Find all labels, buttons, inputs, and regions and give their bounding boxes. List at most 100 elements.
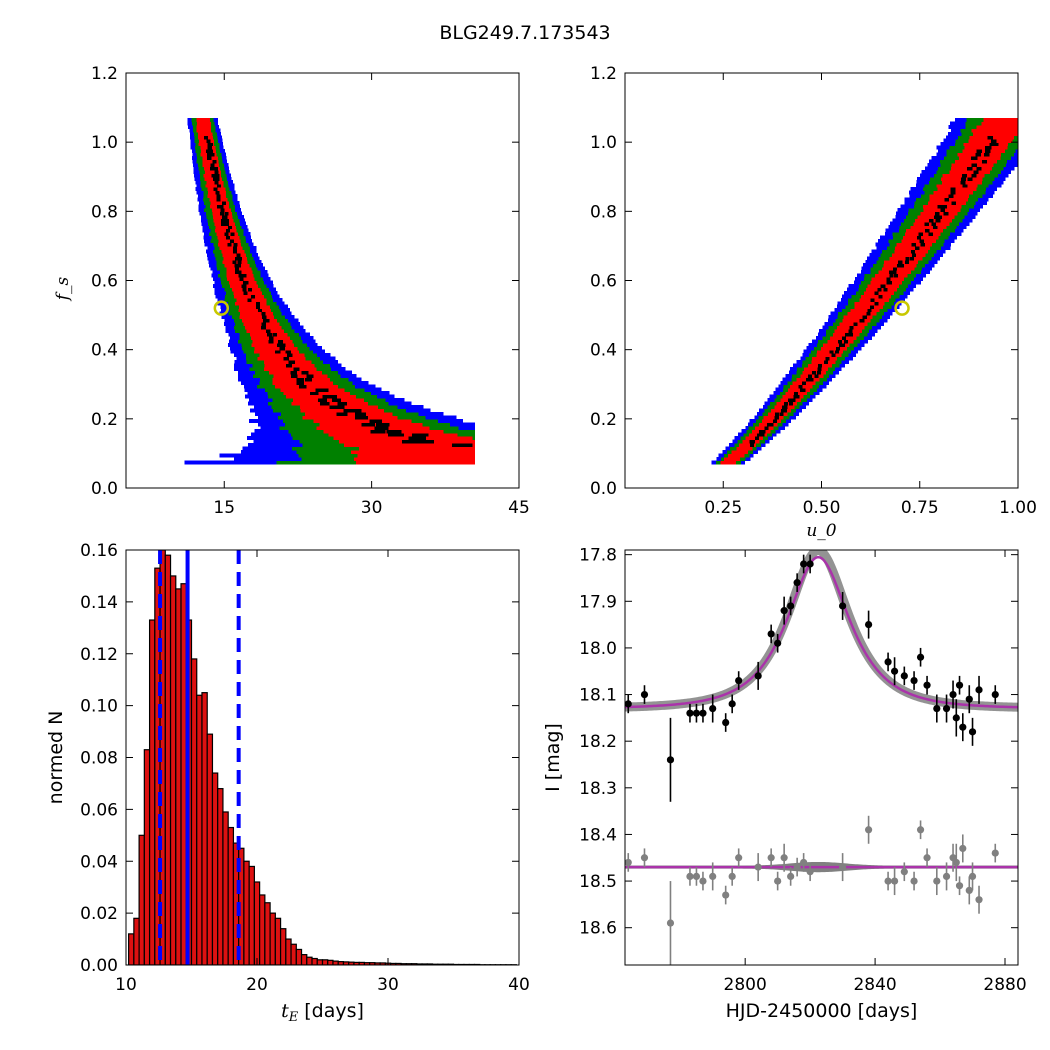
histogram-bar xyxy=(180,583,187,965)
sample-cell xyxy=(769,422,774,427)
sample-cell xyxy=(842,335,847,340)
sigma1-cell xyxy=(720,460,737,465)
sigma1-cell xyxy=(847,311,877,316)
sigma1-cell xyxy=(357,453,475,458)
sample-cell xyxy=(950,190,956,195)
histogram-bar xyxy=(327,959,334,965)
sample-cell xyxy=(924,228,930,233)
sample-cell xyxy=(962,183,968,188)
sample-cell xyxy=(219,204,224,209)
sample-cell xyxy=(217,204,222,209)
data-point xyxy=(900,672,908,680)
y-tick-label: 0.8 xyxy=(91,202,118,222)
sigma1-cell xyxy=(234,294,264,299)
sample-cell xyxy=(261,322,266,327)
sample-cell xyxy=(220,221,225,226)
sample-cell xyxy=(961,176,967,181)
y-tick-label: 0.6 xyxy=(590,272,617,292)
sample-cell xyxy=(336,411,348,416)
residual-point xyxy=(640,854,649,862)
sample-cell xyxy=(251,294,256,299)
data-point xyxy=(666,756,675,764)
sample-cell xyxy=(932,225,938,230)
sample-cell xyxy=(230,239,235,244)
sample-cell xyxy=(942,204,948,209)
sample-cell xyxy=(818,363,823,368)
sigma1-cell xyxy=(861,294,892,299)
x-tick-label: 1.00 xyxy=(999,498,1037,518)
panel-fs-vs-tE: 15 30 45 0.0 0.2 0.4 0.6 0.8 1.0 1.2 f_s xyxy=(53,64,530,518)
sample-cell xyxy=(318,398,328,403)
sigma1-cell xyxy=(788,387,811,392)
y-tick-label: 18.6 xyxy=(579,919,617,939)
sigma1-cell xyxy=(963,142,1009,147)
sample-cell xyxy=(207,145,212,150)
data-point xyxy=(975,686,983,694)
sample-cell xyxy=(215,190,220,195)
sample-cell xyxy=(774,415,779,420)
sigma1-cell xyxy=(745,436,764,441)
sample-cell xyxy=(401,439,421,444)
sample-cell xyxy=(310,391,319,396)
sample-cell xyxy=(791,398,796,403)
sigma1-cell xyxy=(302,415,398,420)
sigma1-cell xyxy=(736,446,753,451)
y-axis-label: normed N xyxy=(45,711,67,805)
sample-cell xyxy=(782,405,787,410)
sample-cell xyxy=(354,415,367,420)
sample-cell xyxy=(337,401,348,406)
sigma1-cell xyxy=(251,342,294,347)
sample-cell xyxy=(779,411,784,416)
x-axis-label: tE [days] xyxy=(281,1000,364,1025)
histogram-bar xyxy=(128,933,135,965)
sigma1-cell xyxy=(958,156,1001,161)
axes-frame xyxy=(125,549,520,966)
sample-cell xyxy=(783,401,788,406)
sigma1-cell xyxy=(226,266,252,271)
sample-cell xyxy=(899,263,904,268)
sample-cell xyxy=(948,194,954,199)
sample-cell xyxy=(961,173,968,178)
sample-cell xyxy=(290,373,298,378)
residual-point xyxy=(910,877,918,885)
figure-title: BLG249.7.173543 xyxy=(439,22,611,44)
sample-cell xyxy=(206,138,211,143)
sample-cell xyxy=(759,429,764,434)
residual-point xyxy=(699,877,707,885)
histogram-bar xyxy=(316,959,324,965)
sigma1-cell xyxy=(983,117,1018,123)
data-point xyxy=(910,676,918,685)
sample-cell xyxy=(793,391,798,396)
sigma1-cell xyxy=(196,117,211,123)
sample-cell xyxy=(981,159,988,164)
sample-cell xyxy=(214,169,219,174)
sample-cell xyxy=(212,176,217,181)
residual-point xyxy=(686,872,694,881)
sigma1-cell xyxy=(239,304,271,309)
histogram-bar xyxy=(206,733,214,965)
sigma1-cell xyxy=(254,346,298,351)
sample-cell xyxy=(880,283,885,289)
sample-cell xyxy=(268,339,274,344)
sample-cell xyxy=(219,211,224,216)
sigma1-cell xyxy=(304,411,393,416)
residual-point xyxy=(923,854,931,862)
sample-cell xyxy=(334,405,345,410)
data-point xyxy=(933,704,941,713)
sigma1-cell xyxy=(198,142,215,147)
x-axis-label: u_0 xyxy=(806,521,836,541)
data-point xyxy=(686,709,694,717)
sample-cell xyxy=(755,436,760,441)
sample-cell xyxy=(870,304,875,309)
sample-cell xyxy=(238,256,243,261)
x-tick-label: 0.75 xyxy=(901,498,939,518)
sample-cell xyxy=(242,287,247,292)
sample-cell xyxy=(840,342,845,347)
sigma1-cell xyxy=(196,121,211,126)
sigma1-cell xyxy=(895,245,930,250)
sample-cell xyxy=(788,401,793,406)
sample-cell xyxy=(369,418,382,423)
sample-cell xyxy=(217,183,222,188)
sample-cell xyxy=(859,318,864,323)
sample-cell xyxy=(320,387,329,392)
